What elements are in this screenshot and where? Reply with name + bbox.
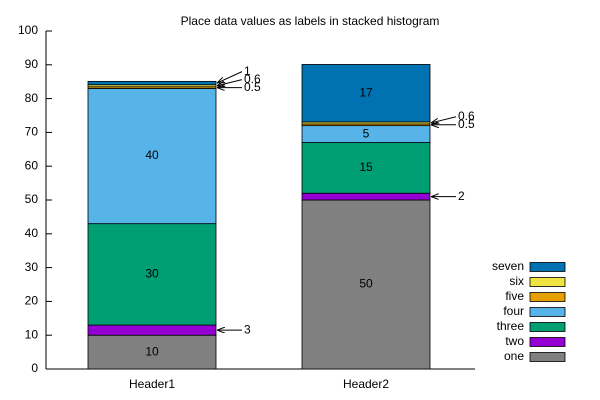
legend-swatch: [529, 262, 566, 272]
legend-label: one: [504, 349, 524, 363]
legend-swatch: [529, 352, 566, 362]
data-label: 5: [363, 126, 370, 140]
x-tick-label: Header2: [343, 377, 389, 391]
legend-swatch: [529, 307, 566, 317]
chart-title: Place data values as labels in stacked h…: [181, 14, 440, 28]
legend-swatch: [529, 337, 566, 347]
bar-segment: [87, 80, 217, 86]
y-tick-label: 70: [25, 125, 39, 139]
y-tick-label: 10: [25, 327, 39, 341]
legend-swatch: [529, 277, 566, 287]
label-arrow: [217, 79, 243, 86]
legend-label: five: [505, 289, 524, 303]
bar-segment: [87, 223, 217, 326]
x-tick-label: Header1: [129, 377, 175, 391]
bar-segment: [301, 199, 431, 370]
legend-swatch: [529, 322, 566, 332]
label-arrow: [431, 116, 457, 123]
y-tick-label: 50: [25, 192, 39, 206]
data-label: 2: [458, 189, 465, 203]
data-label: 1: [244, 64, 251, 78]
data-label: 30: [145, 267, 159, 281]
label-arrow: [217, 71, 243, 83]
data-label: 17: [359, 85, 373, 99]
legend-label: two: [505, 334, 524, 348]
y-tick-label: 20: [25, 294, 39, 308]
data-label: 0.6: [458, 109, 475, 123]
legend-label: three: [497, 319, 525, 333]
y-tick-label: 40: [25, 226, 39, 240]
y-tick-label: 60: [25, 158, 39, 172]
bar-segment: [301, 142, 431, 194]
bar-segment: [87, 324, 217, 336]
legend-label: seven: [492, 259, 524, 273]
bar-segment: [87, 334, 217, 370]
bar-segment: [301, 192, 431, 201]
bar-segment: [301, 64, 431, 123]
data-label: 50: [359, 277, 373, 291]
y-tick-label: 80: [25, 91, 39, 105]
data-label: 0.5: [244, 80, 261, 94]
data-label: 40: [145, 148, 159, 162]
y-tick-label: 100: [18, 23, 38, 37]
legend-swatch: [529, 292, 566, 302]
data-label: 10: [145, 344, 159, 358]
legend-label: four: [503, 304, 524, 318]
data-label: 3: [244, 322, 251, 336]
y-tick-label: 90: [25, 57, 39, 71]
data-label: 15: [359, 160, 373, 174]
legend-label: six: [509, 274, 524, 288]
y-tick-label: 30: [25, 260, 39, 274]
data-label: 0.6: [244, 72, 261, 86]
data-label: 0.5: [458, 117, 475, 131]
y-tick-label: 0: [31, 361, 38, 375]
bar-segment: [87, 88, 217, 225]
